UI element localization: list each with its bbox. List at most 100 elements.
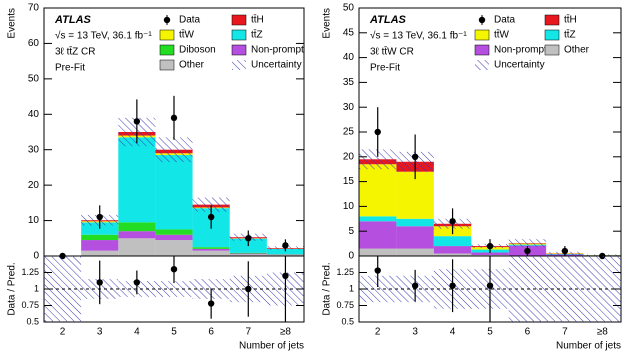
legend-swatch [544, 14, 560, 26]
annotation: ATLAS [54, 14, 92, 26]
stack-segment [396, 171, 434, 219]
stack-segment [396, 218, 434, 227]
legend-swatch [544, 44, 560, 56]
stack-segment [192, 247, 230, 249]
stack-segment [81, 250, 119, 256]
data-point [524, 247, 531, 255]
stack-segment [118, 231, 156, 239]
y-tick-label: 45 [343, 27, 355, 38]
legend-label: Other [564, 45, 590, 56]
stack-segment [155, 229, 193, 235]
legend-label: Non-prompt [251, 45, 304, 56]
ratio-point [207, 300, 215, 307]
ratio-y-tick-label: 0.5 [341, 316, 354, 326]
ratio-point [374, 267, 381, 274]
data-point [561, 247, 569, 255]
y-tick-label: 15 [343, 176, 355, 187]
ratio-content [359, 256, 621, 322]
stack-segment [81, 240, 119, 251]
annotation: ATLAS [369, 14, 407, 26]
annotation: 3ℓ tt̄Z CR [55, 45, 95, 57]
data-point [170, 114, 178, 122]
y-tick-label: 60 [28, 38, 40, 49]
legend-label: tt̄Z [564, 28, 576, 40]
annotation: Pre-Fit [370, 63, 400, 74]
x-tick-label: 5 [487, 327, 493, 338]
legend-swatch [231, 29, 247, 41]
legend-label: tt̄W [494, 28, 510, 40]
x-tick-label: 2 [60, 327, 66, 338]
ratio-y-tick-label: 0.75 [21, 300, 39, 310]
ratio-point [133, 279, 141, 286]
y-tick-label: 40 [28, 109, 40, 120]
stack-segment [396, 226, 434, 249]
ratio-point [449, 282, 456, 289]
ratio-point [96, 279, 103, 286]
data-point [449, 218, 456, 225]
x-tick-label: 5 [171, 327, 177, 338]
legend-label: Non-prompt [494, 45, 547, 56]
legend-label: tt̄Z [251, 28, 263, 40]
data-point [96, 213, 103, 221]
stack-segment [433, 236, 472, 247]
stack-segment [229, 254, 267, 256]
uncertainty-band [508, 239, 547, 248]
stack-segment [118, 238, 156, 256]
legend-swatch [474, 44, 490, 56]
stack-segment [155, 234, 193, 241]
x-tick-label: 6 [208, 327, 214, 338]
uncertainty-band [155, 137, 193, 163]
stack-segment [471, 252, 509, 256]
y-axis-label: Events [7, 8, 18, 39]
legend-label: Uncertainty [494, 60, 545, 71]
x-tick-label: ≥8 [597, 327, 608, 338]
ratio-y-tick-label: 0.75 [336, 300, 354, 310]
y-axis-label: Events [322, 8, 333, 39]
ratio-y-tick-label: 0.5 [26, 316, 39, 326]
x-tick-label: 6 [525, 327, 531, 338]
legend-swatch [159, 29, 175, 41]
legend-label: Other [179, 60, 205, 71]
ratio-point [170, 266, 178, 273]
y-tick-label: 40 [343, 52, 355, 63]
ratio-y-tick-label: 1.25 [336, 267, 354, 277]
uncertainty-band [359, 149, 397, 170]
stack-segment [192, 248, 230, 251]
ratio-content [44, 256, 304, 322]
annotation: Pre-Fit [55, 63, 85, 74]
y-tick-label: 70 [28, 3, 40, 14]
stack-segment [81, 234, 119, 241]
stack-segment [359, 221, 397, 249]
legend-swatch [475, 60, 489, 70]
y-tick-label: 10 [28, 215, 40, 226]
stack-segment [229, 252, 267, 254]
stack-segment [359, 248, 397, 256]
data-point [374, 128, 381, 136]
stack-segment [118, 137, 156, 223]
ratio-uncertainty [155, 281, 193, 297]
x-axis-label: Number of jets [556, 341, 621, 352]
y-tick-label: 30 [28, 144, 40, 155]
legend-label: tt̄H [251, 13, 264, 25]
stack-segment [192, 250, 230, 256]
y-tick-label: 25 [343, 127, 355, 138]
data-point [207, 213, 215, 221]
y-tick-label: 50 [28, 73, 40, 84]
x-axis-label: Number of jets [239, 341, 304, 352]
stack-segment [155, 240, 193, 256]
annotation: 3ℓ tt̄W CR [370, 45, 414, 57]
x-tick-label: 3 [97, 327, 103, 338]
stack-segment [266, 254, 304, 256]
legend-swatch [474, 29, 490, 41]
stack-segment [155, 155, 193, 230]
ratio-point [245, 285, 252, 293]
ratio-point [411, 282, 419, 289]
legend-label: Data [179, 15, 201, 26]
ratio-y-tick-label: 1.25 [21, 267, 39, 277]
stack-segment [396, 248, 434, 256]
y-tick-label: 10 [343, 201, 355, 212]
legend-swatch [232, 60, 246, 70]
ratio-point [486, 282, 494, 289]
